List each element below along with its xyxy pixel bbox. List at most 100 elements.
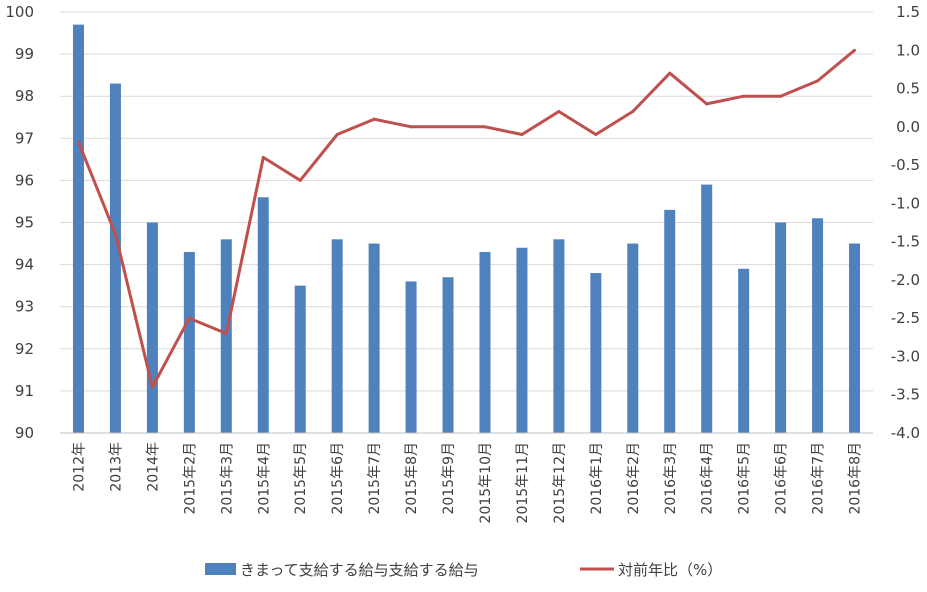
left-tick-label: 93	[15, 298, 34, 316]
x-tick-label: 2014年	[145, 442, 161, 492]
line-point	[298, 178, 302, 182]
x-tick-label: 2016年8月	[848, 442, 864, 515]
right-tick-label: -1.0	[891, 194, 920, 212]
right-tick-label: 0.5	[896, 80, 920, 98]
line-point	[668, 71, 672, 75]
bar	[553, 239, 565, 433]
line-point	[816, 79, 820, 83]
x-tick-label: 2015年5月	[293, 442, 309, 515]
left-tick-label: 95	[15, 214, 34, 232]
line-point	[742, 94, 746, 98]
bar	[109, 83, 121, 433]
x-tick-label: 2015年8月	[404, 442, 420, 515]
x-tick-label: 2015年9月	[441, 442, 457, 515]
x-tick-label: 2016年3月	[663, 442, 679, 515]
bar	[442, 277, 454, 433]
bar	[294, 285, 306, 433]
line-point	[76, 140, 80, 144]
left-tick-label: 97	[15, 129, 34, 147]
x-tick-label: 2016年4月	[700, 442, 716, 515]
right-tick-label: -4.0	[891, 424, 920, 442]
left-tick-label: 94	[15, 256, 34, 274]
bar	[331, 239, 343, 433]
x-tick-label: 2015年6月	[330, 442, 346, 515]
line-point	[594, 132, 598, 136]
line-point	[483, 125, 487, 129]
bar	[516, 247, 528, 433]
line-point	[335, 132, 339, 136]
bar	[738, 268, 750, 433]
left-tick-label: 90	[15, 424, 34, 442]
x-tick-label: 2016年1月	[589, 442, 605, 515]
right-tick-label: -2.5	[891, 309, 920, 327]
left-tick-label: 91	[15, 382, 34, 400]
x-tick-label: 2016年7月	[811, 442, 827, 515]
legend-line-label: 対前年比（%）	[618, 561, 722, 579]
line-series	[76, 48, 857, 389]
right-tick-label: 1.0	[896, 41, 920, 59]
left-tick-label: 96	[15, 171, 34, 189]
left-tick-label: 92	[15, 340, 34, 358]
right-axis: -4.0 -3.5 -3.0 -2.5 -2.0 -1.5 -1.0 -0.5 0.0 0.5 1.…	[891, 3, 920, 442]
bar	[812, 218, 824, 433]
legend: きまって支給する給与支給する給与 対前年比（%）	[205, 561, 722, 579]
x-tick-label: 2016年2月	[626, 442, 642, 515]
line-point	[853, 48, 857, 52]
line-point	[261, 155, 265, 159]
left-tick-label: 98	[15, 87, 34, 105]
line-point	[520, 132, 524, 136]
x-axis: 2012年 2013年 2014年 2015年2月 2015年3月 2015年4月 2015…	[60, 432, 873, 523]
bar	[590, 273, 602, 433]
bar	[701, 184, 713, 433]
left-tick-label: 99	[15, 45, 34, 63]
bar	[627, 243, 639, 433]
right-tick-label: 1.5	[896, 3, 920, 21]
x-tick-label: 2012年	[71, 442, 87, 492]
bar	[257, 197, 269, 433]
gridlines	[60, 11, 873, 434]
bar	[405, 281, 417, 433]
right-tick-label: 0.0	[896, 118, 920, 136]
bar	[220, 239, 232, 433]
x-tick-label: 2015年4月	[256, 442, 272, 515]
line-path	[77, 49, 856, 389]
bar	[849, 243, 861, 433]
left-axis: 90 91 92 93 94 95 96 97 98 99 100	[5, 3, 34, 442]
x-tick-label: 2015年12月	[552, 442, 568, 523]
legend-bar-swatch	[205, 563, 236, 575]
bar	[146, 222, 158, 433]
x-tick-label: 2013年	[108, 442, 124, 492]
x-tick-label: 2016年5月	[737, 442, 753, 515]
right-tick-label: -3.0	[891, 347, 920, 365]
x-tick-label: 2015年2月	[182, 442, 198, 515]
x-tick-label: 2015年3月	[219, 442, 235, 515]
line-point	[705, 102, 709, 106]
bar	[664, 209, 676, 433]
bar-series	[72, 24, 861, 433]
x-tick-label: 2016年6月	[774, 442, 790, 515]
right-tick-label: -2.0	[891, 271, 920, 289]
right-tick-label: -1.5	[891, 233, 920, 251]
line-point	[631, 110, 635, 114]
bar	[183, 251, 195, 433]
line-point	[372, 117, 376, 121]
x-tick-label: 2015年11月	[515, 442, 531, 523]
line-point	[557, 110, 561, 114]
right-tick-label: -3.5	[891, 386, 920, 404]
line-point	[409, 125, 413, 129]
x-tick-label: 2015年10月	[478, 442, 494, 523]
line-point	[779, 94, 783, 98]
line-point	[224, 331, 228, 335]
line-point	[446, 125, 450, 129]
bar	[368, 243, 380, 433]
line-point	[150, 385, 154, 389]
legend-bar-label: きまって支給する給与支給する給与	[240, 561, 479, 579]
right-tick-label: -0.5	[891, 156, 920, 174]
bar	[72, 24, 84, 433]
x-tick-label: 2015年7月	[367, 442, 383, 515]
left-tick-label: 100	[5, 3, 34, 21]
line-point	[187, 316, 191, 320]
bar	[775, 222, 787, 433]
